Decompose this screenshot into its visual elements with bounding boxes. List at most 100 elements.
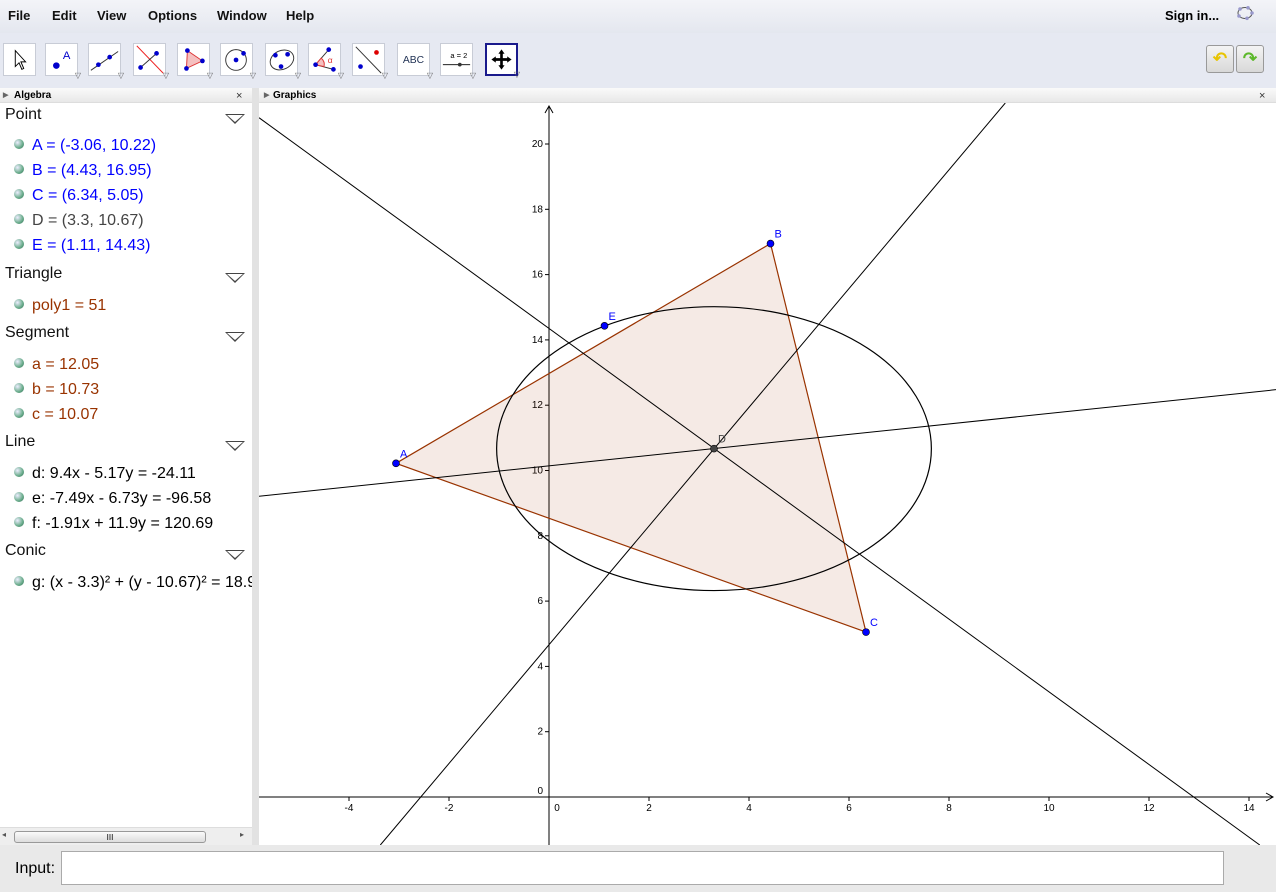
tool-perpendicular-line[interactable]: ▽ bbox=[133, 43, 169, 80]
point-E[interactable] bbox=[600, 322, 609, 330]
dropdown-arrow-icon: ▽ bbox=[469, 71, 476, 80]
algebra-item[interactable]: A = (-3.06, 10.22) bbox=[14, 137, 156, 155]
algebra-item[interactable]: E = (1.11, 14.43) bbox=[14, 237, 150, 255]
y-tick-label: 6 bbox=[537, 596, 543, 607]
tool-polygon[interactable]: ▽ bbox=[177, 43, 213, 80]
undo-button[interactable]: ↶ bbox=[1206, 45, 1234, 73]
circle-center-icon bbox=[225, 49, 247, 71]
collapse-triangle-icon[interactable] bbox=[225, 332, 245, 342]
x-axis-arrow-icon[interactable] bbox=[1265, 792, 1275, 802]
visibility-toggle-icon[interactable] bbox=[14, 299, 24, 309]
x-tick-label: 12 bbox=[1143, 803, 1155, 814]
x-tick-label: 4 bbox=[746, 803, 752, 814]
tool-circle[interactable]: ▽ bbox=[220, 43, 256, 80]
point-label-B: B bbox=[775, 229, 782, 241]
visibility-toggle-icon[interactable] bbox=[14, 214, 24, 224]
point-C[interactable] bbox=[862, 628, 870, 636]
close-algebra-icon[interactable]: × bbox=[236, 90, 243, 102]
algebra-item[interactable]: b = 10.73 bbox=[14, 381, 99, 399]
graphics-canvas[interactable]: -4 -2 0 2 4 6 8 10 12 14 0 2 4 6 8 10 12 14 16 18 20 A B C D E bbox=[258, 102, 1276, 846]
menu-window[interactable]: Window bbox=[217, 8, 267, 23]
category-conic[interactable]: Conic bbox=[5, 542, 46, 559]
scroll-left-icon[interactable]: ◂ bbox=[2, 830, 7, 839]
visibility-toggle-icon[interactable] bbox=[14, 467, 24, 477]
algebra-item[interactable]: B = (4.43, 16.95) bbox=[14, 162, 152, 180]
y-axis-arrow-icon[interactable] bbox=[544, 104, 554, 114]
collapse-triangle-icon[interactable] bbox=[225, 441, 245, 451]
visibility-toggle-icon[interactable] bbox=[14, 383, 24, 393]
collapse-triangle-icon[interactable] bbox=[225, 273, 245, 283]
algebra-item[interactable]: c = 10.07 bbox=[14, 406, 98, 424]
panel-splitter[interactable] bbox=[252, 88, 259, 845]
tool-line[interactable]: ▽ bbox=[88, 43, 124, 80]
tool-conic[interactable]: ▽ bbox=[265, 43, 301, 80]
category-line[interactable]: Line bbox=[5, 433, 36, 450]
algebra-item[interactable]: poly1 = 51 bbox=[14, 297, 106, 315]
move-arrows-icon bbox=[491, 49, 512, 70]
line-f[interactable] bbox=[258, 389, 1276, 497]
tool-move-graphics-view[interactable]: ▽ bbox=[485, 43, 520, 79]
visibility-toggle-icon[interactable] bbox=[14, 189, 24, 199]
tool-point[interactable]: A ▽ bbox=[45, 43, 81, 80]
scrollbar-thumb[interactable]: III bbox=[14, 831, 206, 843]
category-point[interactable]: Point bbox=[5, 106, 42, 123]
x-tick-label: 6 bbox=[846, 803, 852, 814]
collapse-triangle-icon[interactable] bbox=[225, 114, 245, 124]
visibility-toggle-icon[interactable] bbox=[14, 492, 24, 502]
y-tick-label: 18 bbox=[532, 204, 544, 215]
visibility-toggle-icon[interactable] bbox=[14, 358, 24, 368]
menu-edit[interactable]: Edit bbox=[52, 8, 77, 23]
collapse-triangle-icon[interactable] bbox=[225, 550, 245, 560]
tool-slider[interactable]: a = 2 ▽ bbox=[440, 43, 476, 80]
redo-icon: ↷ bbox=[1242, 49, 1258, 68]
redo-button[interactable]: ↷ bbox=[1236, 45, 1264, 73]
menu-help[interactable]: Help bbox=[286, 8, 315, 23]
panel-expand-icon[interactable]: ▶ bbox=[3, 92, 9, 99]
line-d[interactable] bbox=[379, 102, 1006, 846]
panel-expand-icon[interactable]: ▶ bbox=[264, 92, 270, 99]
point-A[interactable] bbox=[392, 459, 400, 468]
point-D[interactable] bbox=[710, 444, 718, 453]
visibility-toggle-icon[interactable] bbox=[14, 517, 24, 527]
algebra-item[interactable]: C = (6.34, 5.05) bbox=[14, 187, 144, 205]
visibility-toggle-icon[interactable] bbox=[14, 408, 24, 418]
tool-reflect[interactable]: ▽ bbox=[352, 43, 388, 80]
visibility-toggle-icon[interactable] bbox=[14, 164, 24, 174]
point-B[interactable] bbox=[766, 239, 775, 248]
algebra-item[interactable]: f: -1.91x + 11.9y = 120.69 bbox=[14, 515, 213, 533]
visibility-toggle-icon[interactable] bbox=[14, 239, 24, 249]
algebra-item[interactable]: D = (3.3, 10.67) bbox=[14, 212, 144, 230]
y-tick-label: 2 bbox=[537, 727, 543, 738]
menu-view[interactable]: View bbox=[97, 8, 127, 23]
algebra-item[interactable]: a = 12.05 bbox=[14, 356, 99, 374]
menu-options[interactable]: Options bbox=[148, 8, 198, 23]
tool-text[interactable]: ABC ▽ bbox=[397, 43, 433, 80]
horizontal-scrollbar[interactable]: ◂ III ▸ bbox=[0, 827, 252, 845]
algebra-item[interactable]: g: (x - 3.3)² + (y - 10.67)² = 18.9 bbox=[14, 574, 252, 592]
conic-g[interactable] bbox=[496, 306, 932, 592]
y-tick-label: 8 bbox=[537, 531, 543, 542]
visibility-toggle-icon[interactable] bbox=[14, 576, 24, 586]
point-label-A: A bbox=[400, 448, 408, 460]
algebra-item[interactable]: e: -7.49x - 6.73y = -96.58 bbox=[14, 490, 211, 508]
input-field[interactable] bbox=[61, 851, 1224, 885]
algebra-item-text: poly1 = 51 bbox=[32, 297, 107, 314]
geogebra-logo-icon bbox=[1237, 6, 1254, 21]
x-tick-label: -4 bbox=[345, 803, 354, 814]
category-segment[interactable]: Segment bbox=[5, 324, 70, 341]
algebra-item-text: g: (x - 3.3)² + (y - 10.67)² = 18.9 bbox=[32, 574, 252, 591]
visibility-toggle-icon[interactable] bbox=[14, 139, 24, 149]
dropdown-arrow-icon: ▽ bbox=[249, 71, 256, 80]
tool-move[interactable] bbox=[3, 43, 36, 76]
close-graphics-icon[interactable]: × bbox=[1259, 90, 1266, 102]
tool-angle[interactable]: α ▽ bbox=[308, 43, 344, 80]
graphics-view[interactable]: -4 -2 0 2 4 6 8 10 12 14 0 2 4 6 8 10 12 14 16 18 20 A B C D E bbox=[258, 102, 1276, 846]
menu-file[interactable]: File bbox=[8, 8, 31, 23]
scroll-right-icon[interactable]: ▸ bbox=[240, 830, 245, 839]
dropdown-arrow-icon: ▽ bbox=[206, 71, 213, 80]
category-triangle[interactable]: Triangle bbox=[5, 265, 63, 282]
sign-in-link[interactable]: Sign in... bbox=[1165, 8, 1220, 23]
triangle-poly1[interactable] bbox=[394, 242, 867, 634]
algebra-item[interactable]: d: 9.4x - 5.17y = -24.11 bbox=[14, 465, 196, 483]
line-e[interactable] bbox=[258, 117, 1261, 846]
